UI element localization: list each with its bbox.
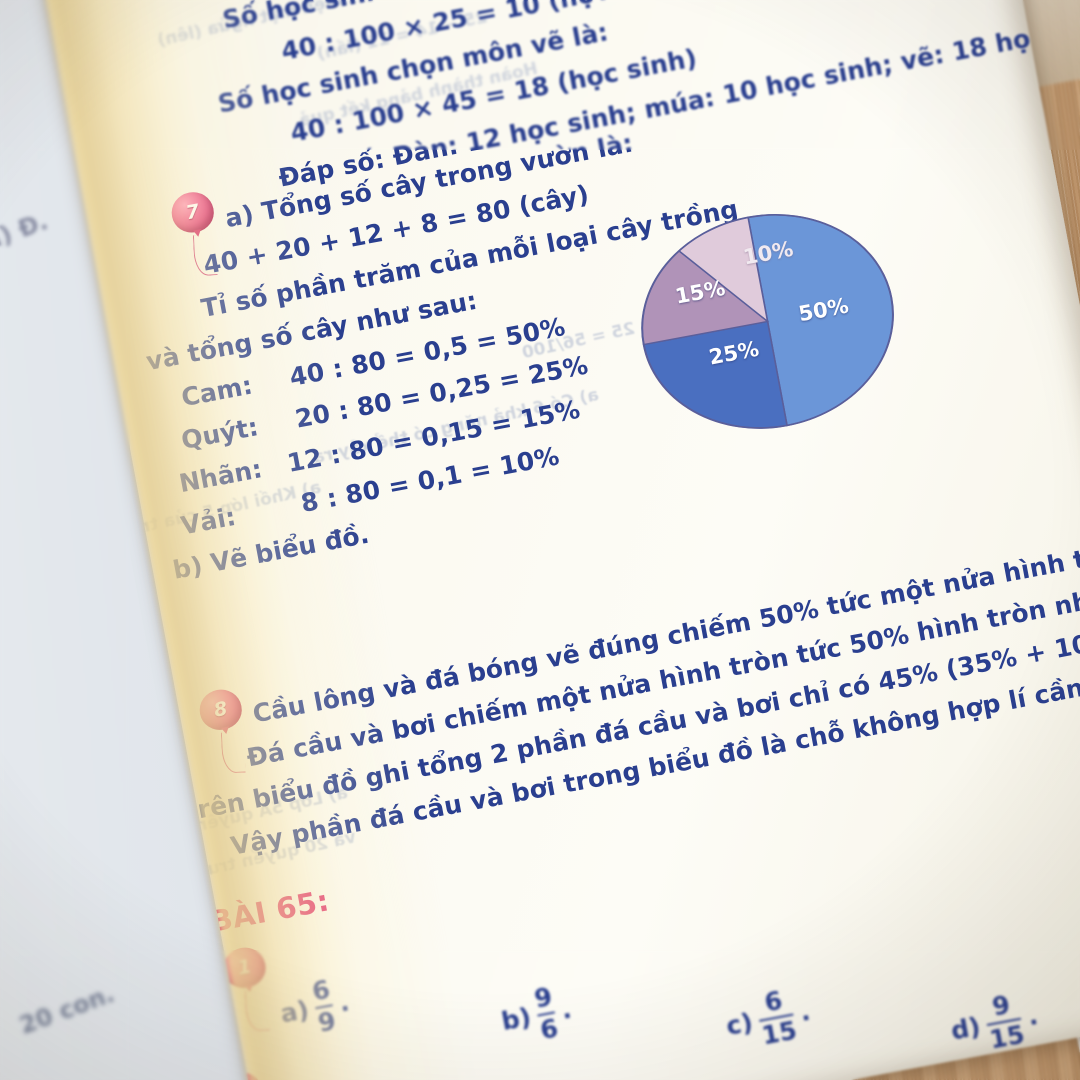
option-trail: . — [797, 996, 813, 1028]
option-key: b) — [499, 1002, 534, 1037]
fraction: 9 15 — [982, 989, 1027, 1055]
option-key: d) — [948, 1011, 983, 1046]
fraction: 6 15 — [754, 985, 800, 1051]
denominator: 15 — [987, 1019, 1027, 1055]
option-key: c) — [723, 1007, 756, 1041]
pie-chart-svg — [641, 213, 894, 429]
denominator: 6 — [537, 1013, 561, 1045]
option-1b: b) 9 6 . — [497, 981, 577, 1050]
right-page: a) Số lần xuất hiện mặt ngửa (lên) 25 − … — [31, 0, 1080, 1080]
option-trail: . — [336, 987, 352, 1018]
left-page-fragment-d: d) Đ. — [0, 206, 52, 256]
denominator: 15 — [759, 1015, 800, 1051]
left-page-fragment-count: 20 con. — [15, 979, 118, 1040]
option-trail: . — [1025, 1001, 1041, 1032]
option-trail: . — [558, 994, 574, 1026]
pie-chart: 50% 25% 15% 10% — [620, 190, 916, 452]
pie-outline — [641, 213, 894, 429]
numerator: 9 — [989, 989, 1013, 1022]
numerator: 9 — [531, 981, 555, 1014]
option-1c: c) 6 15 . — [721, 983, 815, 1055]
fraction: 9 6 — [531, 981, 561, 1045]
numerator: 6 — [762, 985, 785, 1018]
